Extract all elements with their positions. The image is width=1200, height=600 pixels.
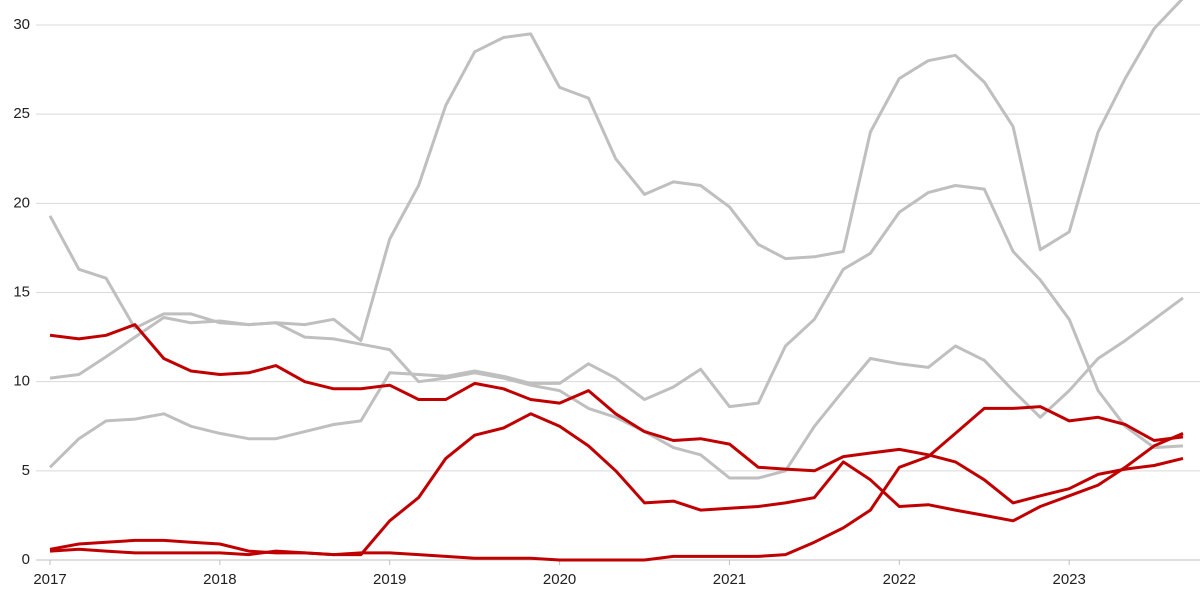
x-tick-label: 2020 [543,571,576,588]
y-tick-label: 5 [22,462,30,479]
y-tick-label: 20 [13,194,30,211]
series-line [49,296,1184,480]
x-tick-label: 2023 [1053,571,1086,588]
x-tick-label: 2021 [713,571,746,588]
x-tick-label: 2022 [883,571,916,588]
series-line [48,0,1184,343]
y-tick-label: 0 [22,551,30,568]
series-line [49,412,1184,557]
series-line [49,405,1184,562]
y-tick-label: 10 [13,373,30,390]
series-line [48,184,1184,469]
y-tick-label: 30 [13,16,30,33]
x-tick-label: 2017 [33,571,66,588]
series-line [49,323,1184,505]
y-tick-label: 15 [13,283,30,300]
y-tick-label: 25 [13,105,30,122]
x-tick-label: 2019 [373,571,406,588]
x-tick-label: 2018 [203,571,236,588]
